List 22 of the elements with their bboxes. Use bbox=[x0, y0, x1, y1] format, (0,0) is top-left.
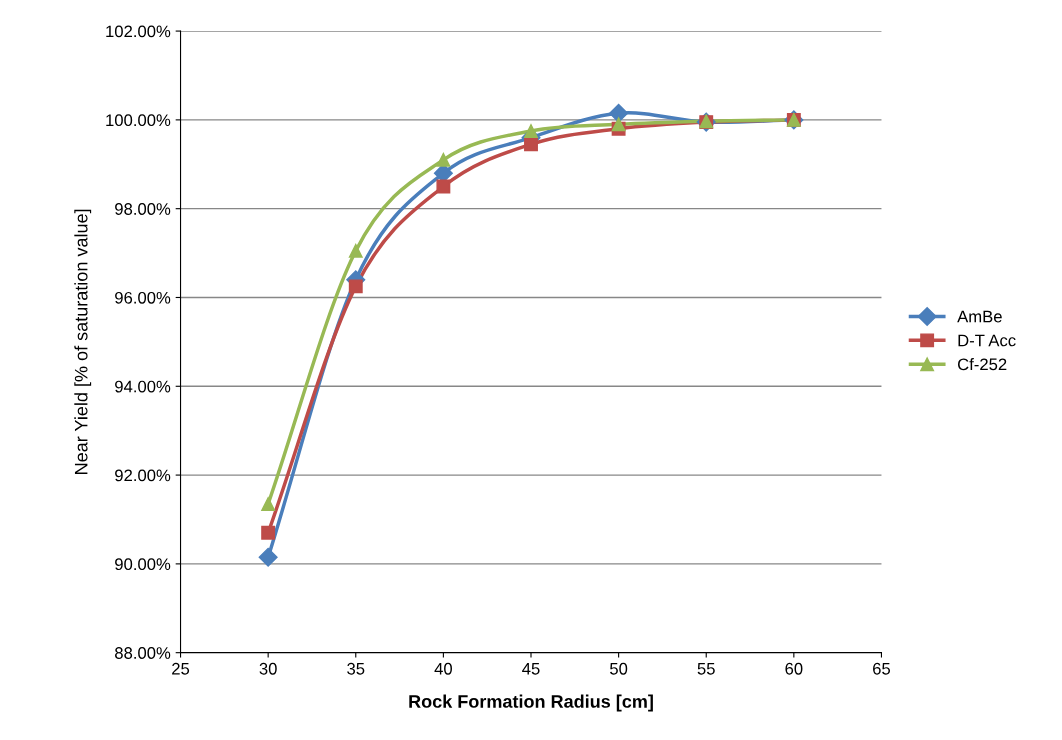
x-tick-label: 50 bbox=[610, 662, 628, 675]
y-tick-label: 96.00% bbox=[115, 291, 171, 304]
x-tick-label: 65 bbox=[873, 662, 891, 675]
x-tick-label: 45 bbox=[522, 663, 540, 675]
x-tick-label: 30 bbox=[259, 662, 277, 675]
y-axis-title: Near Yield [% of saturation value] bbox=[74, 209, 92, 474]
x-tick-label: 35 bbox=[347, 662, 365, 675]
y-tick-label: 98.00% bbox=[115, 203, 171, 215]
x-tick-label: 40 bbox=[434, 662, 452, 675]
y-tick-label: 100.00% bbox=[106, 114, 171, 127]
y-tick-label: 92.00% bbox=[115, 469, 171, 482]
legend-label: Cf-252 bbox=[957, 358, 1007, 371]
x-tick-label: 25 bbox=[172, 662, 190, 675]
y-tick-label: 90.00% bbox=[115, 558, 171, 571]
x-tick-label: 55 bbox=[697, 663, 715, 675]
x-axis-title: Rock Formation Radius [cm] bbox=[409, 694, 653, 712]
y-tick-label: 102.00% bbox=[106, 25, 171, 38]
y-tick-label: 94.00% bbox=[115, 380, 171, 393]
legend-label: D-T Acc bbox=[958, 334, 1016, 347]
x-tick-label: 60 bbox=[785, 662, 803, 675]
legend-label: AmBe bbox=[957, 310, 1002, 323]
y-tick-label: 88.00% bbox=[115, 647, 171, 659]
